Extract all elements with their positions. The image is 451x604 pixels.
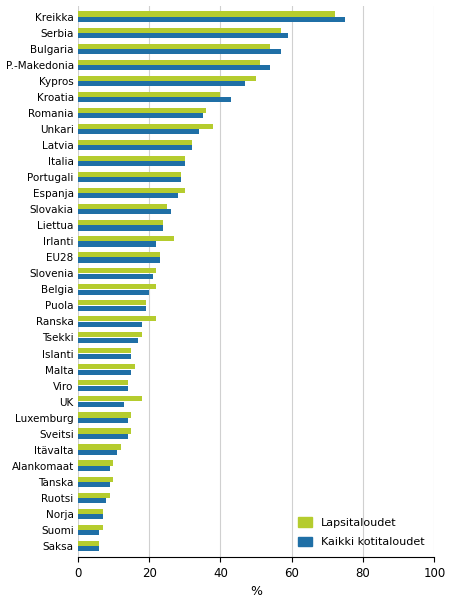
Bar [78, 60, 260, 65]
Bar [78, 381, 128, 385]
Bar [78, 370, 131, 375]
Bar [78, 210, 170, 214]
Bar [78, 498, 106, 503]
Bar [78, 220, 163, 225]
Bar [78, 396, 142, 402]
Bar [78, 546, 99, 551]
Bar [78, 193, 178, 199]
Bar [78, 49, 281, 54]
Bar [78, 541, 99, 546]
Bar [78, 257, 160, 263]
Bar [78, 28, 281, 33]
Bar [78, 477, 114, 481]
Bar [78, 316, 156, 321]
Bar [78, 445, 120, 449]
Bar [78, 17, 345, 22]
Bar [78, 482, 110, 487]
Bar [78, 321, 142, 327]
Bar [78, 108, 206, 113]
Bar [78, 306, 146, 310]
Bar [78, 525, 103, 530]
Legend: Lapsitaloudet, Kaikki kotitaloudet: Lapsitaloudet, Kaikki kotitaloudet [294, 513, 429, 551]
Bar [78, 354, 131, 359]
Bar [78, 172, 181, 177]
Bar [78, 332, 142, 337]
Bar [78, 434, 128, 439]
Bar [78, 225, 163, 231]
Bar [78, 33, 288, 38]
Bar [78, 76, 256, 81]
Bar [78, 349, 131, 353]
Bar [78, 124, 213, 129]
Bar [78, 92, 221, 97]
Bar [78, 236, 174, 241]
Bar [78, 450, 117, 455]
Bar [78, 492, 110, 498]
Bar [78, 460, 114, 466]
Bar [78, 145, 192, 150]
Bar [78, 97, 231, 102]
Bar [78, 402, 124, 407]
Bar [78, 161, 185, 166]
Bar [78, 289, 149, 295]
Bar [78, 514, 103, 519]
Bar [78, 204, 167, 209]
Bar [78, 509, 103, 514]
Bar [78, 338, 138, 343]
Bar [78, 268, 156, 273]
Bar [78, 140, 192, 145]
Bar [78, 178, 181, 182]
Bar [78, 81, 245, 86]
Bar [78, 113, 202, 118]
Bar [78, 300, 146, 305]
Bar [78, 284, 156, 289]
Bar [78, 418, 128, 423]
Bar [78, 129, 199, 134]
X-axis label: %: % [250, 585, 262, 599]
Bar [78, 65, 270, 70]
Bar [78, 364, 135, 370]
Bar [78, 43, 270, 49]
Bar [78, 252, 160, 257]
Bar [78, 466, 110, 471]
Bar [78, 386, 128, 391]
Bar [78, 530, 99, 535]
Bar [78, 413, 131, 417]
Bar [78, 428, 131, 434]
Bar [78, 188, 185, 193]
Bar [78, 11, 335, 17]
Bar [78, 274, 153, 278]
Bar [78, 242, 156, 246]
Bar [78, 156, 185, 161]
